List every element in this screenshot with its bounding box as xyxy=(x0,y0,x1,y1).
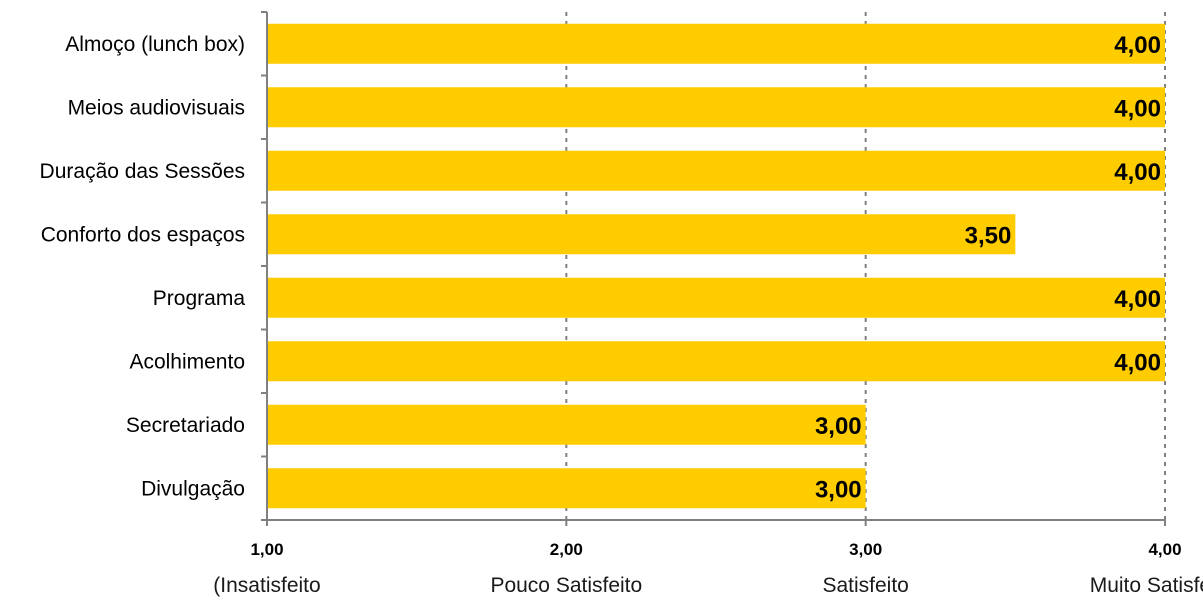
category-label-3: Conforto dos espaços xyxy=(41,223,245,246)
bar-4 xyxy=(267,277,1165,318)
bar-0 xyxy=(267,23,1165,64)
labels: Almoço (lunch box) Meios audiovisuais Dura… xyxy=(40,30,1203,597)
category-label-2: Duração das Sessões xyxy=(40,160,245,183)
category-label-7: Divulgação xyxy=(141,477,245,500)
axes xyxy=(261,11,1166,526)
bars xyxy=(267,23,1165,509)
value-label-bg-6 xyxy=(811,411,865,441)
bar-5 xyxy=(267,341,1165,382)
value-label-bg-2 xyxy=(1111,157,1164,187)
category-label-1: Meios audiovisuais xyxy=(68,96,245,119)
value-label-6: 3,00 xyxy=(815,413,862,440)
bar-3 xyxy=(267,214,1016,255)
value-label-bg-4 xyxy=(1111,284,1164,314)
bar-7 xyxy=(267,468,866,509)
bar-1 xyxy=(267,87,1165,128)
category-label-4: Programa xyxy=(153,287,246,310)
value-label-bg-1 xyxy=(1111,94,1164,124)
bar-6 xyxy=(267,404,866,445)
x-tick-description-1: Pouco Satisfeito xyxy=(490,574,642,597)
value-label-bg-7 xyxy=(811,475,865,505)
value-label-3: 3,50 xyxy=(965,222,1012,249)
value-label-0: 4,00 xyxy=(1114,32,1161,59)
x-tick-label-3: 4,00 xyxy=(1148,540,1181,559)
value-label-bg-0 xyxy=(1111,30,1164,60)
x-tick-description-2: Satisfeito xyxy=(822,574,908,597)
value-label-4: 4,00 xyxy=(1114,286,1161,313)
value-label-1: 4,00 xyxy=(1114,95,1161,122)
category-label-6: Secretariado xyxy=(126,414,245,437)
value-label-7: 3,00 xyxy=(815,476,862,503)
x-tick-description-3: Muito Satisfeito) xyxy=(1090,574,1203,597)
bar-2 xyxy=(267,150,1165,191)
value-label-2: 4,00 xyxy=(1114,159,1161,186)
value-label-5: 4,00 xyxy=(1114,349,1161,376)
x-tick-label-0: 1,00 xyxy=(250,540,283,559)
category-label-0: Almoço (lunch box) xyxy=(65,33,245,56)
x-tick-label-2: 3,00 xyxy=(849,540,882,559)
category-label-5: Acolhimento xyxy=(129,350,245,373)
value-label-bg-5 xyxy=(1111,348,1164,378)
x-tick-description-0: (Insatisfeito xyxy=(213,574,320,597)
x-tick-label-1: 2,00 xyxy=(550,540,583,559)
value-label-bg-3 xyxy=(961,221,1015,251)
